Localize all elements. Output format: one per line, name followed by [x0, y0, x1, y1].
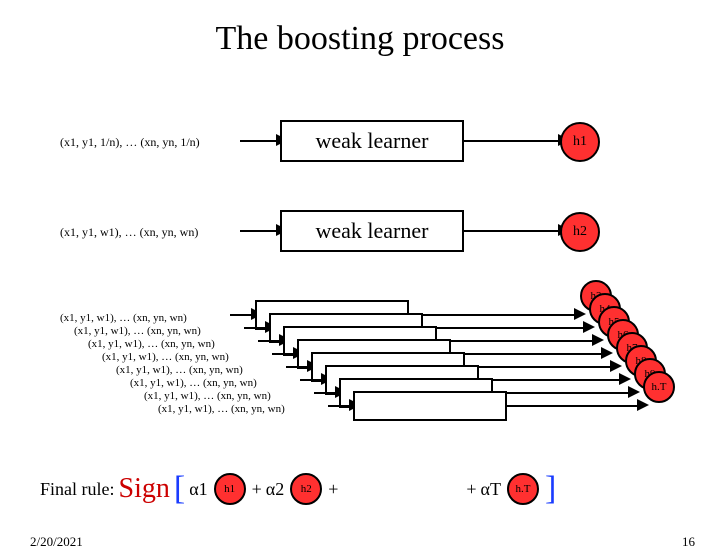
- arrow: [462, 230, 560, 232]
- hypothesis-circle: h1: [560, 122, 600, 162]
- arrow: [240, 230, 278, 232]
- arrow: [240, 140, 278, 142]
- dataset-label: (x1, y1, w1), … (xn, yn, wn): [130, 377, 257, 389]
- hypothesis-circle: h.T: [643, 371, 675, 403]
- plus-sign: +: [328, 479, 338, 500]
- learner-row: (x1, y1, 1/n), … (xn, yn, 1/n) weak lear…: [0, 110, 720, 180]
- arrow: [491, 392, 630, 394]
- alpha-term: α2: [266, 479, 284, 500]
- arrow-head-icon: [583, 321, 595, 333]
- footer-date: 2/20/2021: [30, 534, 83, 550]
- final-rule: Final rule: Sign [α1 h1 + α2 h2 + + αT h…: [40, 470, 556, 508]
- bracket-open: [: [174, 470, 185, 508]
- arrow-head-icon: [574, 308, 586, 320]
- arrow: [477, 379, 621, 381]
- plus-sign: +: [252, 479, 262, 500]
- arrow: [407, 314, 576, 316]
- bracket-close: ]: [545, 470, 556, 508]
- arrow: [421, 327, 585, 329]
- arrow: [463, 366, 612, 368]
- sign-text: Sign: [119, 473, 170, 505]
- arrow: [462, 140, 560, 142]
- hypothesis-circle: h.T: [507, 473, 539, 505]
- dataset-label: (x1, y1, w1), … (xn, yn, wn): [60, 225, 198, 240]
- dataset-label: (x1, y1, w1), … (xn, yn, wn): [116, 364, 243, 376]
- weak-learner-box: weak learner: [280, 210, 464, 252]
- dataset-label: (x1, y1, w1), … (xn, yn, wn): [102, 351, 229, 363]
- hypothesis-circle: h2: [560, 212, 600, 252]
- alpha-term: αT: [481, 479, 501, 500]
- dataset-label: (x1, y1, w1), … (xn, yn, wn): [74, 325, 201, 337]
- weak-learner-box: weak learner: [280, 120, 464, 162]
- arrow-head-icon: [592, 334, 604, 346]
- footer-page: 16: [682, 534, 695, 550]
- stack-area: (x1, y1, w1), … (xn, yn, wn)h3(x1, y1, w…: [60, 300, 660, 450]
- arrow-head-icon: [601, 347, 613, 359]
- dataset-label: (x1, y1, 1/n), … (xn, yn, 1/n): [60, 135, 200, 150]
- dataset-label: (x1, y1, w1), … (xn, yn, wn): [158, 403, 285, 415]
- weak-learner-box: [353, 391, 507, 421]
- hypothesis-circle: h2: [290, 473, 322, 505]
- arrow: [505, 405, 639, 407]
- dataset-label: (x1, y1, w1), … (xn, yn, wn): [88, 338, 215, 350]
- learner-row: (x1, y1, w1), … (xn, yn, wn) weak learne…: [0, 200, 720, 270]
- dataset-label: (x1, y1, w1), … (xn, yn, wn): [60, 312, 187, 324]
- arrow: [435, 340, 594, 342]
- arrow-head-icon: [628, 386, 640, 398]
- hypothesis-circle: h1: [214, 473, 246, 505]
- alpha-term: α1: [189, 479, 207, 500]
- page-title: The boosting process: [0, 20, 720, 58]
- plus-sign: +: [466, 479, 476, 500]
- dataset-label: (x1, y1, w1), … (xn, yn, wn): [144, 390, 271, 402]
- arrow-head-icon: [610, 360, 622, 372]
- arrow: [449, 353, 603, 355]
- arrow-head-icon: [637, 399, 649, 411]
- final-label: Final rule:: [40, 479, 115, 500]
- arrow-head-icon: [619, 373, 631, 385]
